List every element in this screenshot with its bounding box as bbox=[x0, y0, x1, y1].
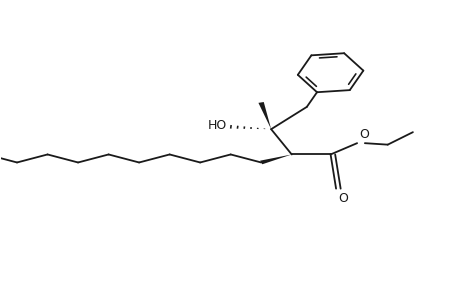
Text: O: O bbox=[358, 128, 368, 141]
Text: HO: HO bbox=[207, 119, 227, 132]
Polygon shape bbox=[258, 102, 270, 129]
Polygon shape bbox=[259, 154, 291, 164]
Text: O: O bbox=[337, 192, 347, 205]
